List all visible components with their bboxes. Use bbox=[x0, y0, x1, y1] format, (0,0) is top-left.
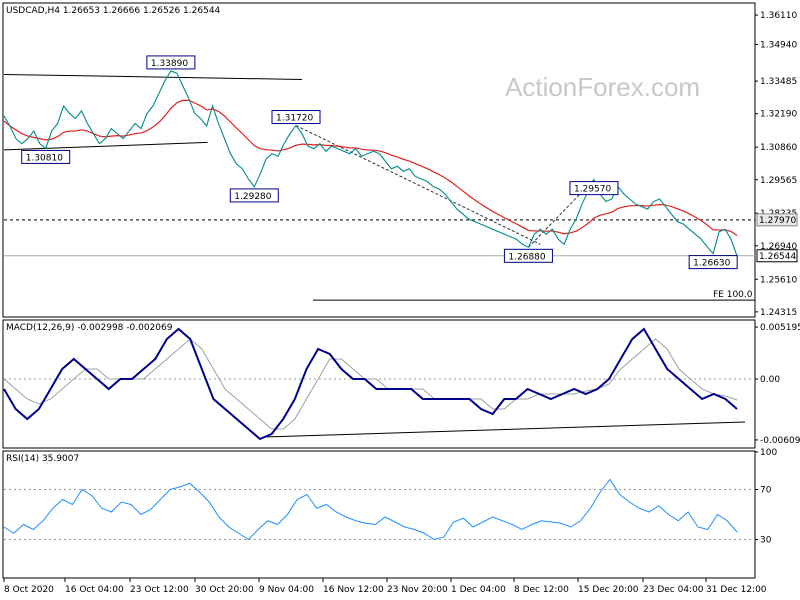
last-price-box bbox=[756, 249, 798, 263]
price-tick-label: 1.26940 bbox=[760, 242, 797, 252]
swing-label-box bbox=[688, 255, 738, 270]
macd-trendline bbox=[264, 421, 746, 438]
rsi-panel bbox=[2, 450, 756, 579]
swing-label: 1.26630 bbox=[693, 259, 730, 269]
price-tick-label: 1.29565 bbox=[760, 176, 797, 186]
rsi-tick-label: 100 bbox=[760, 448, 777, 458]
swing-label: 1.33890 bbox=[151, 59, 188, 69]
x-tick-label: 30 Oct 20:00 bbox=[195, 585, 254, 595]
price-panel-title: USDCAD,H4 1.26653 1.26666 1.26526 1.2654… bbox=[6, 6, 221, 16]
swing-label-box bbox=[229, 188, 279, 203]
x-tick-label: 23 Dec 04:00 bbox=[643, 585, 704, 595]
fe-label: FE 100.0 bbox=[713, 290, 753, 300]
price-tick-label: 1.36110 bbox=[760, 11, 797, 21]
last-price-label: 1.26544 bbox=[759, 252, 796, 262]
price-tick-label: 1.25610 bbox=[760, 275, 797, 285]
x-tick-label: 23 Oct 12:00 bbox=[130, 585, 189, 595]
price-tick-label: 1.32190 bbox=[760, 110, 797, 120]
trendline bbox=[3, 141, 208, 151]
x-tick-label: 16 Nov 12:00 bbox=[323, 585, 384, 595]
price-tick-label: 1.30860 bbox=[760, 143, 797, 153]
axis-layer: 8 Oct 2020 16 Oct 04:00 23 Oct 12:00 30 Oct… bbox=[3, 578, 767, 595]
macd-tick-label: 0.00 bbox=[760, 375, 780, 385]
rsi-tick-label: 30 bbox=[760, 536, 772, 546]
macd-panel bbox=[2, 319, 756, 449]
rsi-panel-title: RSI(14) 35.9007 bbox=[6, 454, 79, 464]
swing-label-box bbox=[569, 181, 619, 196]
swing-label-box bbox=[21, 149, 71, 164]
moving-average-line bbox=[3, 99, 738, 236]
x-tick-label: 8 Oct 2020 bbox=[4, 585, 54, 595]
price-tick-label: 1.34940 bbox=[760, 41, 797, 51]
x-tick-label: 15 Dec 20:00 bbox=[578, 585, 639, 595]
x-tick-label: 31 Dec 12:00 bbox=[706, 585, 767, 595]
trendline bbox=[3, 73, 302, 80]
x-tick-label: 1 Dec 04:00 bbox=[451, 585, 506, 595]
rsi-layer: 100 70 30 bbox=[3, 448, 777, 546]
macd-panel-title: MACD(12,26,9) -0.002998 -0.002069 bbox=[6, 323, 173, 333]
swing-label-box bbox=[271, 110, 321, 125]
price-layer: 1.36110 1.34940 1.33485 1.32190 1.30860 1.295… bbox=[3, 11, 798, 318]
swing-label: 1.29280 bbox=[234, 192, 271, 202]
swing-label: 1.30810 bbox=[26, 153, 63, 163]
dashed-projection bbox=[295, 125, 541, 245]
x-tick-label: 8 Dec 12:00 bbox=[514, 585, 569, 595]
ma-value-label: 1.27970 bbox=[759, 216, 796, 226]
macd-tick-label: -0.006093 bbox=[760, 436, 800, 446]
dashed-projection bbox=[528, 179, 595, 248]
macd-line bbox=[3, 327, 738, 441]
swing-label: 1.26880 bbox=[508, 252, 545, 262]
x-tick-label: 16 Oct 04:00 bbox=[65, 585, 124, 595]
macd-tick-label: 0.005195 bbox=[760, 323, 800, 333]
price-panel bbox=[2, 2, 756, 318]
watermark: ActionForex.com bbox=[505, 72, 700, 102]
price-tick-label: 1.24315 bbox=[760, 308, 797, 318]
x-tick-label: 9 Nov 04:00 bbox=[259, 585, 314, 595]
ma-value-box bbox=[756, 213, 798, 227]
swing-label: 1.31720 bbox=[276, 114, 313, 124]
swing-label: 1.29570 bbox=[574, 185, 611, 195]
macd-layer: 0.005195 0.00 -0.006093 bbox=[3, 323, 800, 446]
x-tick-label: 23 Nov 20:00 bbox=[387, 585, 448, 595]
swing-label-box bbox=[146, 55, 196, 70]
rsi-tick-label: 70 bbox=[760, 486, 772, 496]
price-tick-label: 1.33485 bbox=[760, 77, 797, 87]
rsi-line bbox=[3, 478, 738, 541]
swing-label-box bbox=[503, 248, 553, 263]
